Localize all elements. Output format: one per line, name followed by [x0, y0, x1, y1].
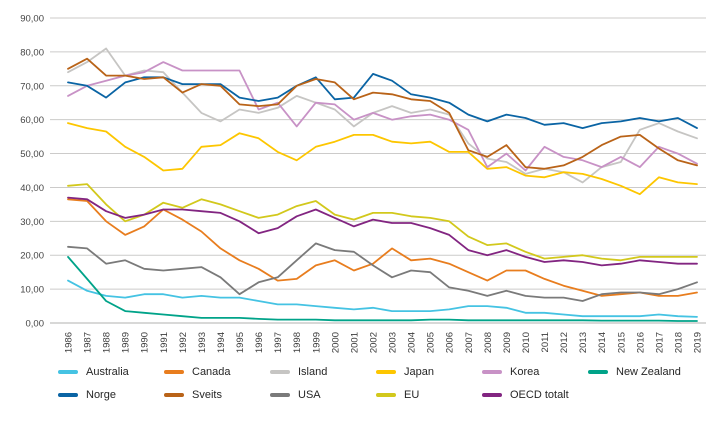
x-axis-tick-label: 1998 [292, 332, 303, 353]
legend-label: Norge [86, 389, 116, 401]
x-axis-tick-label: 2018 [673, 332, 684, 353]
legend-label: Canada [192, 366, 231, 378]
x-axis-tick-label: 2006 [445, 332, 456, 353]
x-axis-tick-label: 2003 [388, 332, 399, 353]
legend-label: Australia [86, 366, 129, 378]
x-axis-tick-label: 1996 [254, 332, 265, 353]
series-line-australia [67, 279, 698, 318]
legend-item-island: Island [270, 366, 376, 378]
y-axis-tick-label: 20,00 [20, 251, 44, 262]
y-axis-tick-label: 0,00 [26, 319, 45, 330]
legend-item-australia: Australia [58, 366, 164, 378]
x-axis-tick-label: 1993 [197, 332, 208, 353]
y-axis-tick-label: 30,00 [20, 217, 44, 228]
legend-swatch-eu [376, 393, 396, 397]
legend-item-usa: USA [270, 389, 376, 401]
legend-swatch-usa [270, 393, 290, 397]
legend-swatch-norge [58, 393, 78, 397]
x-axis-tick-label: 1991 [159, 332, 170, 353]
legend-item-korea: Korea [482, 366, 588, 378]
x-axis-tick-label: 2004 [407, 332, 418, 353]
legend-item-oecd-totalt: OECD totalt [482, 389, 588, 401]
legend-swatch-canada [164, 370, 184, 374]
y-axis-tick-label: 90,00 [20, 14, 44, 25]
series-line-new-zealand [67, 255, 698, 322]
legend-swatch-oecd-totalt [482, 393, 502, 397]
legend-item-norge: Norge [58, 389, 164, 401]
y-axis-tick-label: 40,00 [20, 183, 44, 194]
legend-label: Island [298, 366, 328, 378]
legend-swatch-korea [482, 370, 502, 374]
series-line-island [67, 47, 698, 184]
legend-swatch-australia [58, 370, 78, 374]
x-axis-tick-label: 1994 [216, 332, 227, 353]
x-axis-tick-label: 1987 [83, 332, 94, 353]
legend-item-sveits: Sveits [164, 389, 270, 401]
legend-label: Japan [404, 366, 434, 378]
x-axis-tick-label: 2001 [349, 332, 360, 353]
x-axis-tick-label: 2011 [540, 332, 551, 352]
legend-item-new-zealand: New Zealand [588, 366, 694, 378]
y-axis-tick-label: 10,00 [20, 285, 44, 296]
x-axis-tick-label: 2000 [330, 332, 341, 353]
x-axis-tick-label: 2007 [464, 332, 475, 353]
legend-label: Korea [510, 366, 540, 378]
y-axis-tick-label: 70,00 [20, 81, 44, 92]
x-axis-tick-label: 2017 [654, 332, 665, 353]
legend-label: USA [298, 389, 321, 401]
series-line-oecd-totalt [67, 196, 698, 267]
x-axis-tick-label: 1990 [140, 332, 151, 353]
x-axis-tick-label: 2014 [597, 332, 608, 353]
legend-label: OECD totalt [510, 389, 569, 401]
series-line-japan [67, 122, 698, 196]
x-axis-tick-label: 2016 [635, 332, 646, 353]
x-axis-tick-label: 2005 [426, 332, 437, 353]
x-axis-tick-label: 2002 [368, 332, 379, 353]
x-axis-tick-label: 1992 [178, 332, 189, 353]
x-axis-tick-label: 2009 [502, 332, 513, 353]
y-axis-tick-label: 60,00 [20, 115, 44, 126]
x-axis-tick-label: 1997 [273, 332, 284, 353]
legend-item-japan: Japan [376, 366, 482, 378]
series-line-usa [67, 242, 698, 302]
series-line-korea [67, 61, 698, 172]
series-line-sveits [67, 57, 698, 170]
x-axis-tick-label: 1989 [121, 332, 132, 353]
x-axis-tick-label: 1988 [102, 332, 113, 353]
legend-swatch-new-zealand [588, 370, 608, 374]
legend-item-canada: Canada [164, 366, 270, 378]
x-axis-tick-label: 1999 [311, 332, 322, 353]
x-axis-tick-label: 2010 [521, 332, 532, 353]
legend-item-eu: EU [376, 389, 482, 401]
legend-swatch-sveits [164, 393, 184, 397]
y-axis-tick-label: 80,00 [20, 47, 44, 58]
line-chart-svg: 0,00 10,00 20,00 30,00 40,00 50,00 60,00 70,00 8… [20, 14, 706, 353]
series-line-canada [67, 198, 698, 297]
x-axis-tick-label: 1995 [235, 332, 246, 353]
series-line-eu [67, 183, 698, 262]
legend-swatch-japan [376, 370, 396, 374]
y-axis-tick-label: 50,00 [20, 149, 44, 160]
legend-label: Sveits [192, 389, 222, 401]
legend: Australia Canada Island Japan Korea New Zeala… [58, 366, 719, 401]
legend-label: New Zealand [616, 366, 681, 378]
x-axis-tick-label: 2013 [578, 332, 589, 353]
x-axis-tick-label: 2015 [616, 332, 627, 353]
x-axis-tick-label: 2019 [693, 332, 704, 353]
x-axis-tick-label: 2012 [559, 332, 570, 353]
legend-label: EU [404, 389, 420, 401]
legend-swatch-island [270, 370, 290, 374]
series-line-norge [67, 73, 698, 130]
x-axis-tick-label: 1986 [64, 332, 75, 353]
x-axis-tick-label: 2008 [483, 332, 494, 353]
